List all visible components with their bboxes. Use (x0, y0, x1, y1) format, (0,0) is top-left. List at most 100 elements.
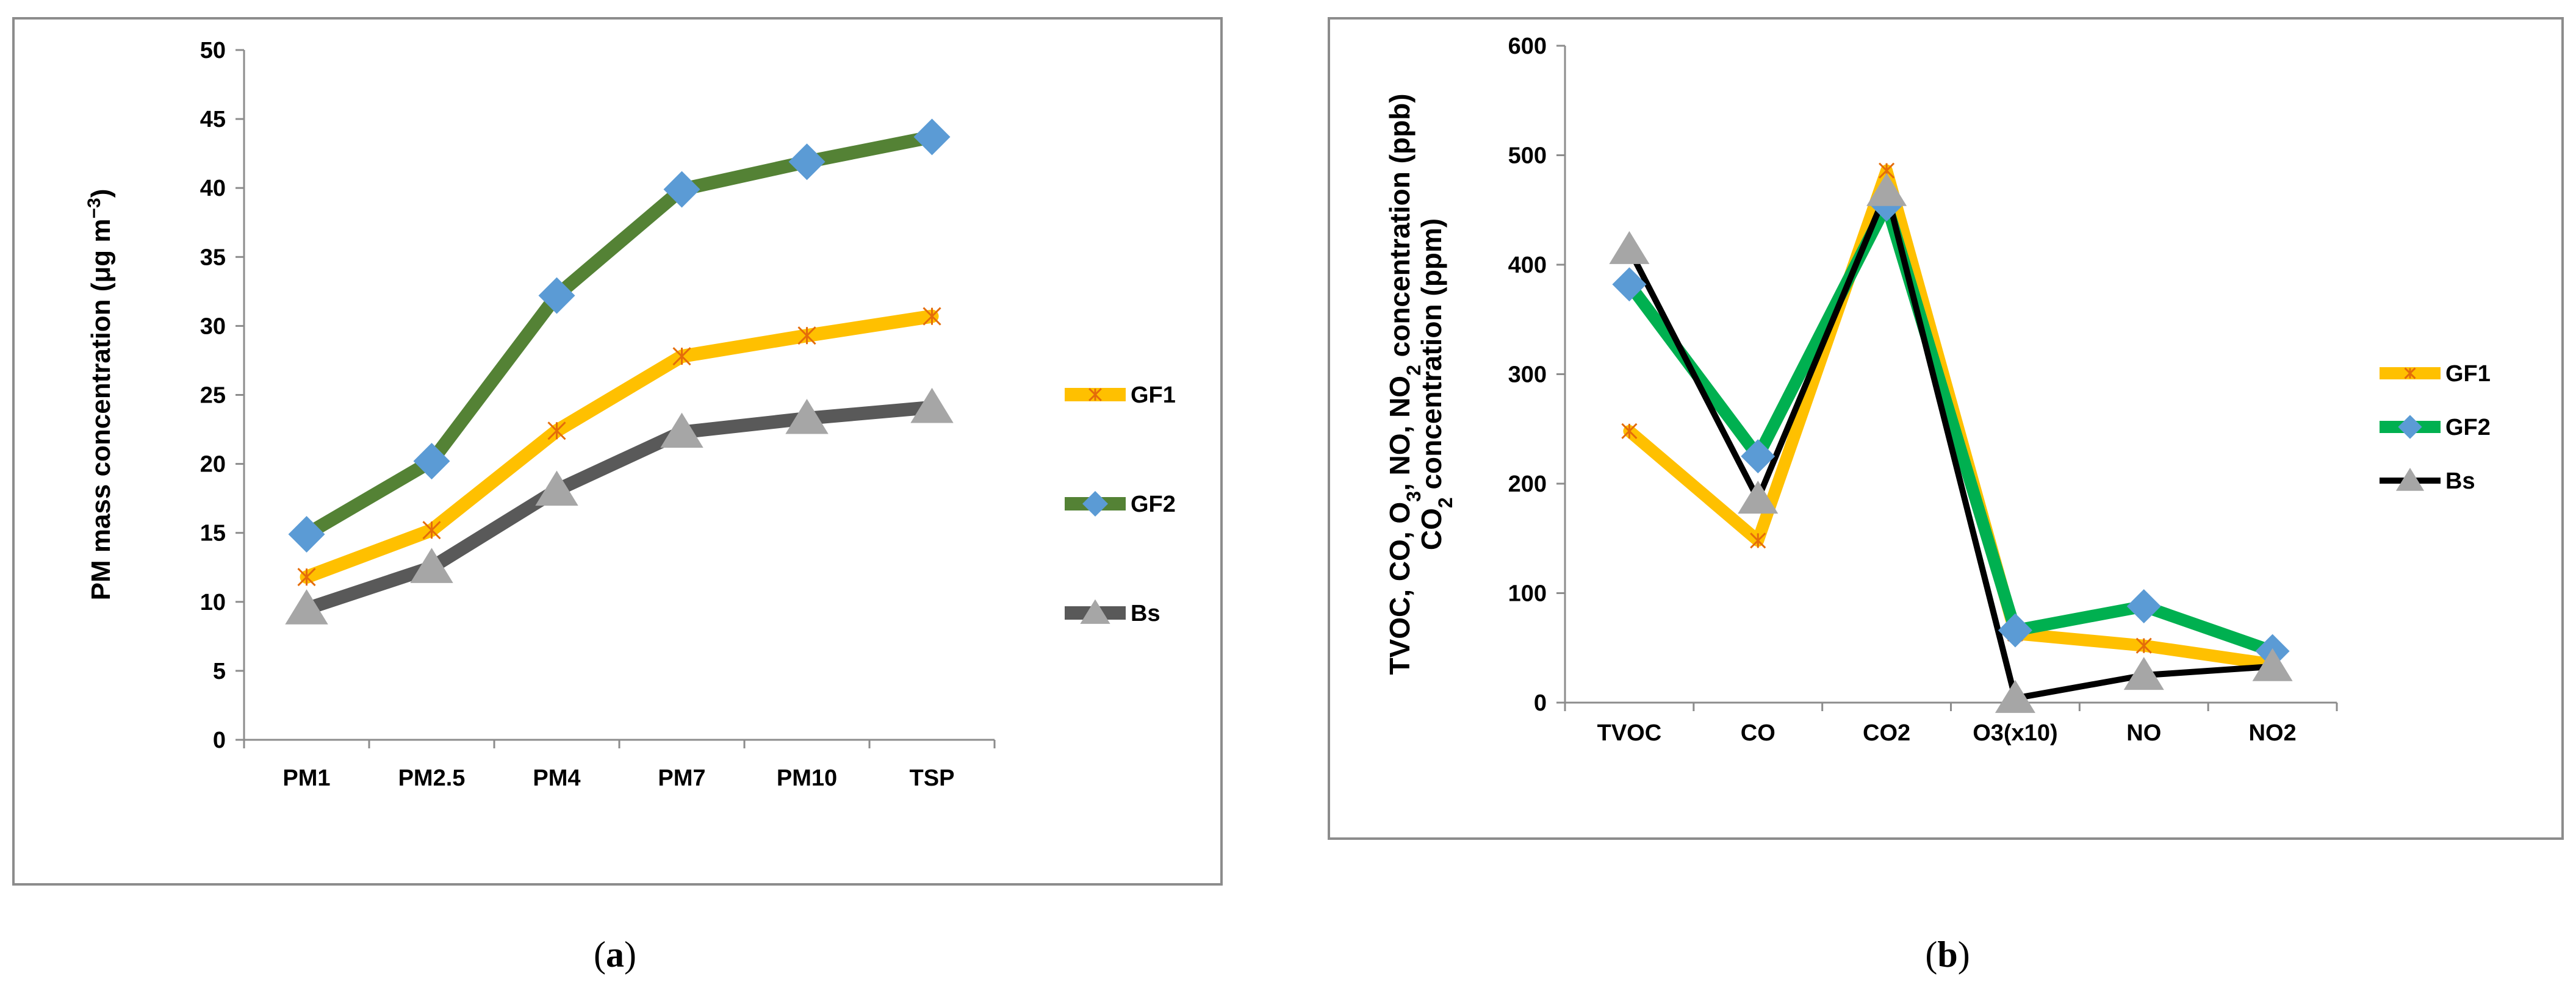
data-point-gf1 (422, 521, 441, 540)
data-point-gf2 (538, 277, 575, 314)
legend-label-gf1: GF1 (1131, 382, 1176, 408)
data-point-bs (410, 548, 453, 583)
data-point-bs (910, 387, 954, 423)
series-line-gf1 (300, 309, 939, 584)
y-axis-label-line2-sub: 2 (1434, 497, 1456, 508)
caption-b-label: b (1937, 934, 1957, 975)
x-tick-label: PM10 (777, 765, 837, 791)
y-axis-label-line1-sub: 3 (1403, 491, 1425, 502)
y-tick-label: 10 (200, 590, 226, 615)
data-point-bs (285, 589, 328, 625)
data-point-bs (1995, 679, 2035, 713)
data-point-gf2 (288, 515, 325, 553)
y-tick-label: 30 (200, 313, 226, 339)
x-tick-label: O3(x10) (1973, 720, 2057, 746)
y-axis-label-line2: CO2 concentration (ppm) (1416, 218, 1456, 550)
x-tick-label: PM1 (282, 765, 330, 791)
data-point-bs (660, 412, 703, 448)
data-point-gf1 (672, 347, 691, 366)
series-line-bs (1626, 188, 2276, 701)
y-axis-label-main: PM mass concentration (μg m (86, 218, 116, 600)
y-tick-label: 100 (1508, 581, 1547, 607)
x-tick-label: CO2 (1863, 720, 1910, 746)
caption-a-label: a (606, 934, 624, 975)
y-tick-label: 20 (200, 452, 226, 478)
legend-marker-bs (1080, 599, 1110, 624)
data-point-gf2 (663, 171, 700, 208)
x-tick-label: PM4 (533, 765, 580, 791)
data-point-gf1 (297, 568, 316, 587)
data-point-bs (1738, 481, 1779, 514)
y-tick-label: 300 (1508, 362, 1547, 388)
data-point-gf1 (547, 421, 566, 440)
chart-a: 0 5 10 15 20 25 30 35 40 45 50 PM1 PM2.5 PM4 PM7 PM10 TS… (84, 38, 1176, 791)
y-axis-label-line2-part: CO (1416, 508, 1447, 550)
data-point-gf1 (923, 307, 941, 326)
caption-b: (b) (1925, 934, 1970, 975)
legend-label-gf2: GF2 (2445, 415, 2491, 440)
y-tick-label: 500 (1508, 143, 1547, 169)
legend-label-bs: Bs (1131, 601, 1160, 626)
data-point-gf2 (1741, 439, 1775, 474)
y-tick-label: 400 (1508, 253, 1547, 278)
legend-marker-gf1 (1088, 388, 1102, 401)
y-tick-label: 35 (200, 245, 226, 270)
data-point-bs (785, 398, 829, 434)
legend-marker-bs (2395, 468, 2425, 491)
y-axis-label: PM mass concentration (μg m−3) (84, 189, 117, 601)
x-tick-label: NO (2126, 720, 2161, 746)
series-line-gf2 (1623, 198, 2279, 657)
y-tick-label: 200 (1508, 471, 1547, 497)
x-tick-label: PM2.5 (398, 765, 466, 791)
series-line-bs (300, 400, 939, 616)
legend-marker-gf2 (2398, 415, 2422, 439)
data-point-gf1 (1750, 532, 1766, 549)
y-axis-label-sup: −3 (84, 198, 104, 218)
data-point-gf2 (1612, 267, 1647, 302)
y-axis-label-line2-part: concentration (ppm) (1416, 218, 1447, 497)
y-axis-label-line1-part: TVOC, CO, O (1384, 502, 1416, 675)
data-point-gf1 (2135, 637, 2152, 654)
data-point-bs (1866, 173, 1907, 206)
y-tick-label: 45 (200, 107, 226, 132)
y-axis-label-line1: TVOC, CO, O3, NO, NO2 concentration (ppb… (1384, 93, 1425, 675)
caption-a: (a) (594, 934, 636, 975)
y-tick-label: 25 (200, 383, 226, 409)
y-axis-label-close: ) (86, 189, 116, 198)
data-point-bs (1609, 231, 1650, 264)
y-tick-label: 0 (1534, 690, 1547, 716)
series-line-gf2 (300, 130, 939, 541)
data-point-gf2 (2126, 589, 2161, 624)
y-tick-label: 600 (1508, 34, 1547, 59)
x-tick-label: TSP (910, 765, 955, 791)
y-tick-label: 5 (213, 659, 226, 684)
chart-a-frame (12, 17, 1223, 886)
data-point-bs (535, 470, 578, 506)
legend-marker-gf2 (1082, 491, 1108, 517)
data-point-gf1 (1621, 423, 1638, 439)
data-point-gf2 (413, 443, 450, 480)
data-point-gf1 (797, 326, 816, 345)
y-tick-label: 40 (200, 176, 226, 201)
data-point-gf2 (788, 143, 826, 181)
x-tick-label: CO (1741, 720, 1775, 746)
legend-label-bs: Bs (2445, 468, 2475, 494)
legend-marker-gf1 (2404, 367, 2416, 379)
x-tick-label: TVOC (1597, 720, 1662, 746)
legend-label-gf1: GF1 (2445, 361, 2491, 387)
data-point-gf2 (1998, 613, 2032, 648)
y-axis-label-line1-part: concentration (ppb) (1384, 93, 1416, 365)
y-axis-label-line1-sub: 2 (1403, 365, 1425, 376)
data-point-bs (2123, 657, 2164, 690)
legend-label-gf2: GF2 (1131, 492, 1176, 517)
data-point-gf2 (913, 118, 951, 156)
y-axis-label-line1-part: , NO, NO (1384, 376, 1416, 491)
y-tick-label: 50 (200, 38, 226, 63)
x-tick-label: PM7 (658, 765, 705, 791)
data-point-bs (2252, 648, 2293, 681)
y-tick-label: 15 (200, 521, 226, 546)
x-tick-label: NO2 (2249, 720, 2297, 746)
y-tick-label: 0 (213, 728, 226, 753)
